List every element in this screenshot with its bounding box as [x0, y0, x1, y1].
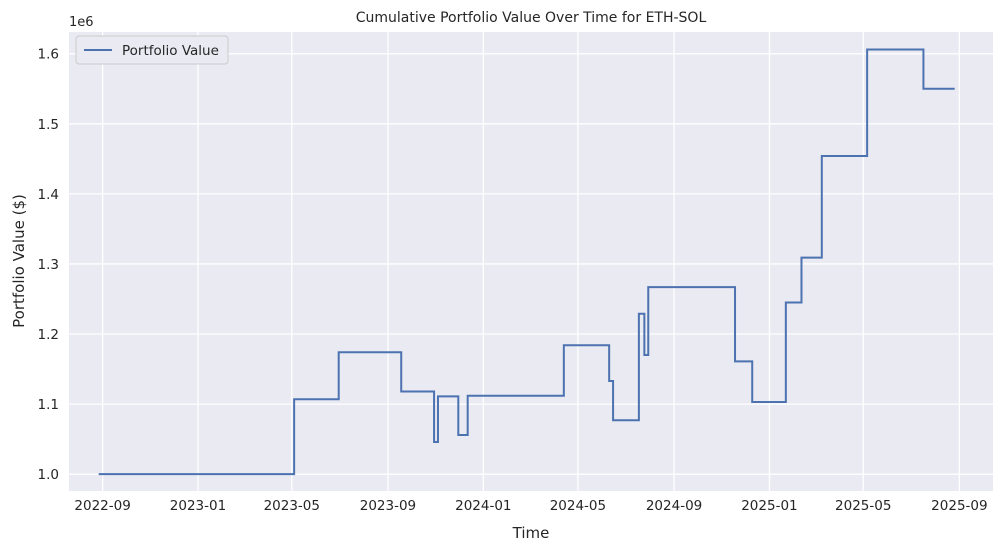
- x-tick-label: 2023-09: [360, 498, 416, 514]
- plot-area: [69, 32, 993, 491]
- y-tick-label: 1.0: [38, 467, 59, 483]
- x-tick-label: 2023-05: [264, 498, 320, 514]
- x-tick-label: 2023-01: [170, 498, 226, 514]
- chart-title: Cumulative Portfolio Value Over Time for…: [356, 10, 707, 26]
- legend-label: Portfolio Value: [122, 43, 219, 59]
- x-tick-label: 2025-01: [741, 498, 797, 514]
- x-axis-label: Time: [512, 524, 550, 542]
- y-tick-label: 1.2: [38, 327, 59, 343]
- legend-box: [75, 35, 229, 65]
- series-layer: [98, 48, 955, 476]
- x-tick-label: 2024-09: [646, 498, 702, 514]
- y-tick-label: 1.1: [38, 397, 59, 413]
- x-tick-label: 2025-09: [931, 498, 987, 514]
- y-offset-text: 1e6: [69, 15, 94, 30]
- y-axis-label: Portfolio Value ($): [10, 194, 28, 328]
- x-tick-label: 2024-01: [455, 498, 511, 514]
- y-tick-label: 1.3: [38, 257, 59, 273]
- y-axis-ticks: 1.0 1.1 1.2 1.3 1.4 1.5 1.6: [38, 47, 59, 483]
- y-tick-label: 1.4: [38, 187, 59, 203]
- y-tick-label: 1.5: [38, 117, 59, 133]
- x-tick-label: 2025-05: [835, 498, 891, 514]
- x-axis-ticks: 2022-09 2023-01 2023-05 2023-09 2024-01 2024-…: [74, 498, 987, 514]
- x-tick-label: 2022-09: [74, 498, 130, 514]
- y-tick-label: 1.6: [38, 47, 59, 63]
- x-tick-label: 2024-05: [550, 498, 606, 514]
- series-line-portfolio-value: [98, 48, 955, 476]
- legend: Portfolio Value: [75, 35, 229, 65]
